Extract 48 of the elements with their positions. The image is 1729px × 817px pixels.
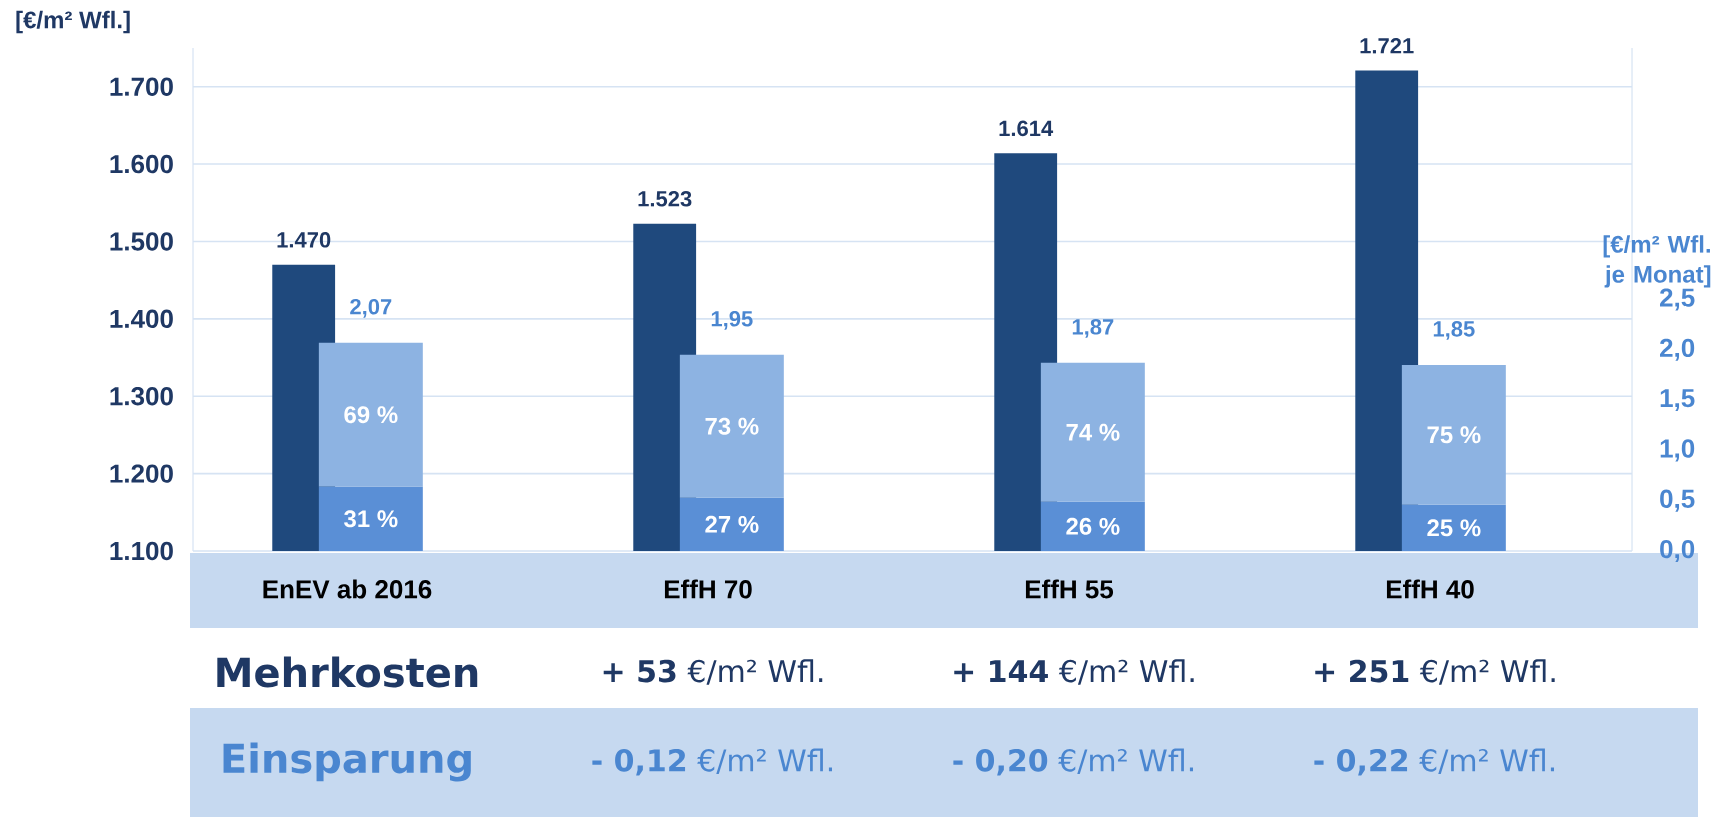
y2-axis-title: [€/m² Wfl. je Monat]	[1603, 235, 1711, 288]
y-tick-label: 1.600	[110, 154, 173, 174]
y-tick-label: 1.500	[110, 232, 173, 251]
y2-tick-label: 0,0	[1660, 539, 1695, 563]
annotation: 73 %	[705, 417, 759, 435]
y-tick-label: 1.300	[110, 386, 173, 406]
text: + 53 €/m² Wfl.	[603, 659, 823, 685]
bar	[1401, 504, 1506, 551]
text: - 0,20 €/m² Wfl.	[953, 748, 1194, 776]
y2-tick-label: 1,0	[1660, 439, 1695, 462]
text: Einsparung	[223, 742, 471, 782]
bar	[679, 497, 784, 551]
bar	[1040, 501, 1145, 551]
annotation: 27 %	[705, 515, 759, 533]
annotation: 1,87	[1072, 319, 1114, 338]
annotation: 26 %	[1066, 517, 1120, 535]
text: + 251 €/m² Wfl.	[1315, 659, 1555, 685]
x-tick-label: EffH 40	[1386, 579, 1474, 599]
x-tick-label: EnEV ab 2016	[263, 579, 432, 599]
annotation: 31 %	[344, 510, 398, 528]
y-tick-label: 1.400	[110, 309, 173, 329]
y-tick-label: 1.100	[110, 541, 173, 561]
x-tick-label: EffH 55	[1025, 579, 1114, 599]
y-tick-label: 1.200	[110, 464, 173, 483]
text: - 0,12 €/m² Wfl.	[592, 748, 833, 776]
text: - 0,22 €/m² Wfl.	[1314, 748, 1555, 776]
text: + 144 €/m² Wfl.	[954, 659, 1194, 685]
annotation: 1,85	[1433, 321, 1475, 340]
annotation: 74 %	[1066, 423, 1120, 441]
annotation: 1,95	[711, 311, 753, 330]
bar	[318, 486, 423, 551]
text: Mehrkosten	[217, 656, 478, 688]
data-label: 1.470	[277, 232, 331, 248]
annotation: 75 %	[1427, 426, 1481, 444]
annotation: 69 %	[344, 406, 398, 424]
y2-tick-label: 1,5	[1660, 389, 1695, 412]
y-axis-title: [€/m² Wfl.]	[16, 10, 130, 34]
y2-tick-label: 0,5	[1660, 489, 1695, 512]
annotation: 2,07	[350, 298, 392, 318]
y2-tick-label: 2,0	[1660, 338, 1695, 361]
annotation: 25 %	[1427, 519, 1481, 537]
x-tick-label: EffH 70	[664, 579, 752, 599]
data-label: 1.523	[638, 191, 692, 207]
bar	[1401, 364, 1506, 505]
y2-tick-label: 2,5	[1660, 288, 1695, 311]
y-tick-label: 1.700	[110, 77, 173, 96]
data-label: 1.614	[999, 120, 1054, 137]
data-label: 1.721	[1360, 38, 1414, 54]
